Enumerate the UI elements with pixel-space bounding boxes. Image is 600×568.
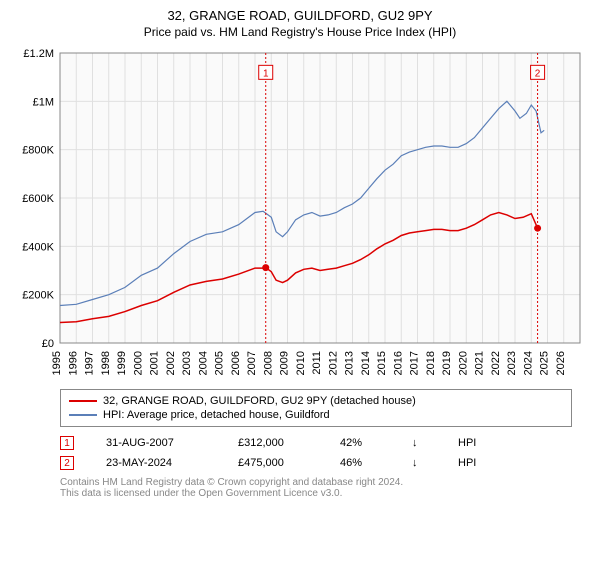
xtick-label: 2005	[214, 351, 226, 375]
sale-marker-number: 1	[263, 68, 269, 79]
xtick-label: 2009	[279, 351, 291, 375]
ytick-label: £1M	[33, 96, 54, 108]
sale-table: 1 31-AUG-2007 £312,000 42% ↓ HPI 2 23-MAY-2024 £…	[60, 433, 572, 473]
sale-row-date: 31-AUG-2007	[106, 437, 206, 449]
xtick-label: 2020	[457, 351, 469, 375]
xtick-label: 2018	[425, 351, 437, 375]
sale-marker-point	[534, 225, 541, 232]
sale-row-marker: 2	[60, 456, 74, 470]
legend-label: HPI: Average price, detached house, Guil…	[103, 409, 330, 421]
ytick-label: £1.2M	[23, 48, 54, 60]
sale-row-hpi: HPI	[458, 437, 488, 449]
xtick-label: 2022	[490, 351, 502, 375]
xtick-label: 1995	[51, 351, 63, 375]
sale-row: 2 23-MAY-2024 £475,000 46% ↓ HPI	[60, 453, 572, 473]
xtick-label: 1997	[84, 351, 96, 375]
xtick-label: 2023	[506, 351, 518, 375]
chart-area: £0 £200K £400K £600K £800K £1M £1.2M 1995 1996 19…	[10, 45, 590, 385]
xtick-label: 2011	[311, 351, 323, 375]
legend-row: HPI: Average price, detached house, Guil…	[69, 408, 563, 422]
sale-row-marker: 1	[60, 436, 74, 450]
sale-marker-point	[262, 264, 269, 271]
xtick-label: 2024	[522, 351, 534, 375]
sale-row-pct: 42%	[340, 437, 380, 449]
xtick-label: 2013	[344, 351, 356, 375]
xtick-label: 2015	[376, 351, 388, 375]
ytick-label: £0	[42, 338, 54, 350]
footer-line1: Contains HM Land Registry data © Crown c…	[60, 477, 572, 488]
xtick-label: 2006	[230, 351, 242, 375]
legend-swatch	[69, 400, 97, 402]
xtick-label: 2012	[327, 351, 339, 375]
footer-attribution: Contains HM Land Registry data © Crown c…	[60, 477, 572, 499]
sale-row: 1 31-AUG-2007 £312,000 42% ↓ HPI	[60, 433, 572, 453]
sale-row-arrow: ↓	[412, 457, 426, 469]
xtick-label: 2007	[246, 351, 258, 375]
xtick-label: 2025	[539, 351, 551, 375]
xtick-label: 1998	[100, 351, 112, 375]
xtick-label: 2019	[441, 351, 453, 375]
xtick-label: 2002	[165, 351, 177, 375]
legend-label: 32, GRANGE ROAD, GUILDFORD, GU2 9PY (det…	[103, 395, 416, 407]
xtick-label: 2003	[181, 351, 193, 375]
sale-row-hpi: HPI	[458, 457, 488, 469]
xtick-label: 2017	[409, 351, 421, 375]
xtick-label: 2004	[197, 351, 209, 375]
chart-title: 32, GRANGE ROAD, GUILDFORD, GU2 9PY	[0, 8, 600, 23]
xtick-label: 1999	[116, 351, 128, 375]
legend-row: 32, GRANGE ROAD, GUILDFORD, GU2 9PY (det…	[69, 394, 563, 408]
xtick-label: 2014	[360, 351, 372, 375]
xtick-label: 2010	[295, 351, 307, 375]
footer-line2: This data is licensed under the Open Gov…	[60, 488, 572, 499]
legend-box: 32, GRANGE ROAD, GUILDFORD, GU2 9PY (det…	[60, 389, 572, 427]
xtick-label: 2026	[555, 351, 567, 375]
ytick-label: £200K	[22, 290, 54, 302]
sale-row-price: £475,000	[238, 457, 308, 469]
chart-svg: £0 £200K £400K £600K £800K £1M £1.2M 1995 1996 19…	[10, 45, 590, 385]
sale-row-arrow: ↓	[412, 437, 426, 449]
chart-subtitle: Price paid vs. HM Land Registry's House …	[0, 25, 600, 39]
sale-row-price: £312,000	[238, 437, 308, 449]
xtick-label: 2000	[132, 351, 144, 375]
xtick-label: 2021	[474, 351, 486, 375]
ytick-label: £600K	[22, 193, 54, 205]
ytick-label: £400K	[22, 241, 54, 253]
sale-marker-number: 2	[535, 68, 541, 79]
xtick-label: 2008	[262, 351, 274, 375]
xtick-label: 2016	[392, 351, 404, 375]
xtick-label: 2001	[149, 351, 161, 375]
sale-row-pct: 46%	[340, 457, 380, 469]
xtick-label: 1996	[67, 351, 79, 375]
sale-row-date: 23-MAY-2024	[106, 457, 206, 469]
legend-swatch	[69, 414, 97, 416]
ytick-label: £800K	[22, 145, 54, 157]
